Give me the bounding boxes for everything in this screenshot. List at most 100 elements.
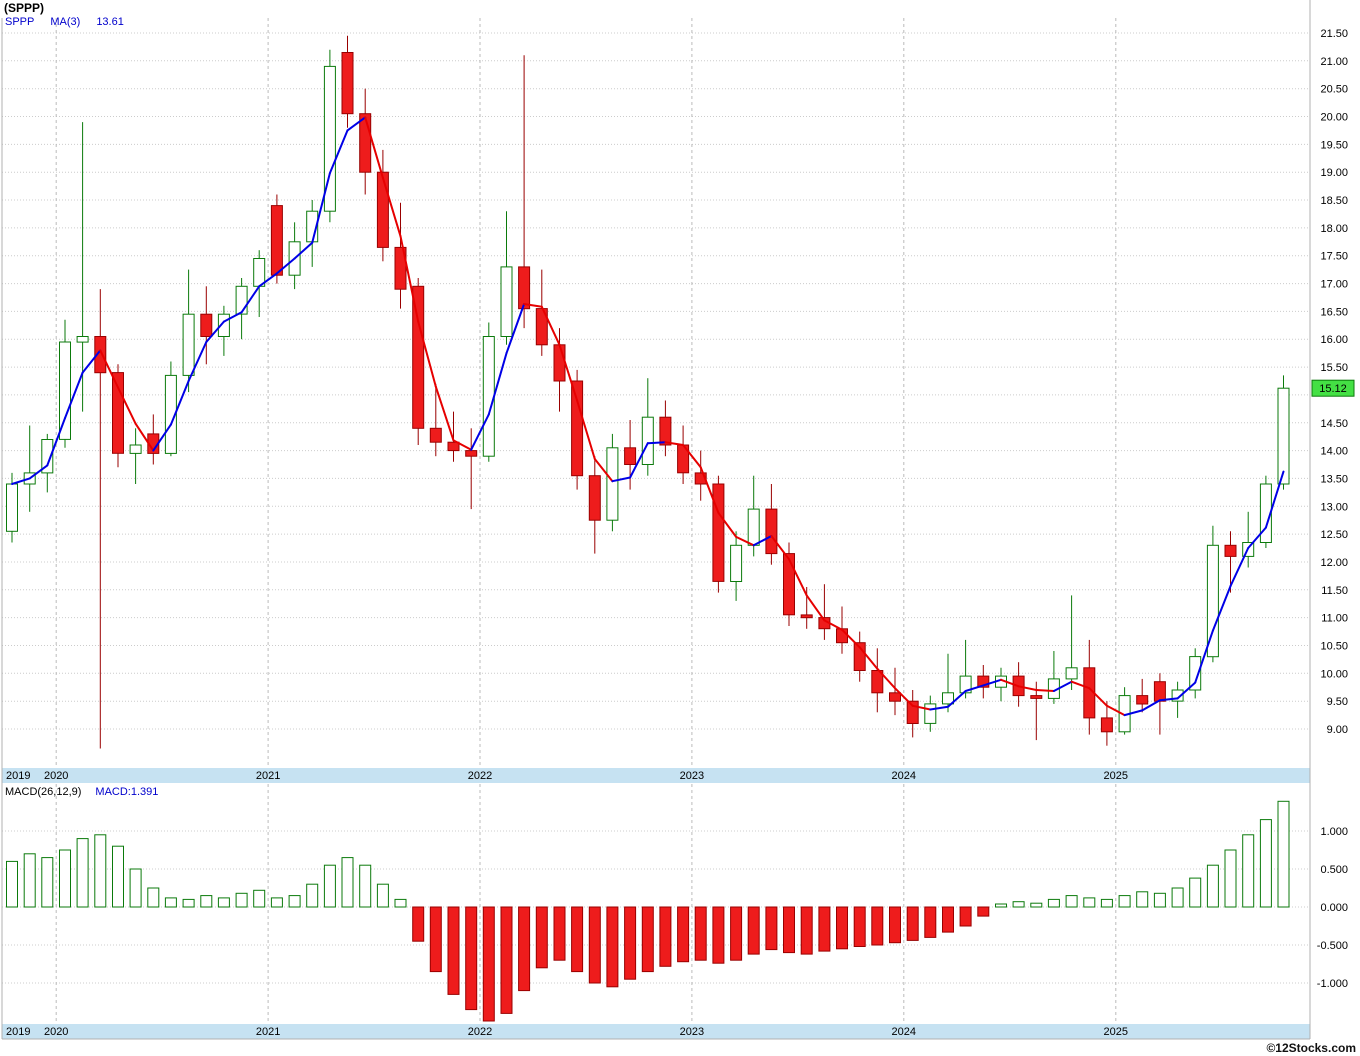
ma-segment <box>558 343 579 402</box>
year-label: 2021 <box>256 770 280 782</box>
macd-bar-positive <box>270 897 283 908</box>
macd-bar-positive <box>182 898 195 908</box>
ma-segment <box>611 476 632 483</box>
ma-segment <box>1088 687 1108 707</box>
candle-down <box>394 246 407 290</box>
candle-up <box>41 439 54 474</box>
macd-axis: 1.000 0.500 0.000 -0.500 -1.000 <box>1317 826 1348 990</box>
macd-legend: MACD(26,12,9) MACD:1.391 <box>5 786 158 798</box>
ma-segment <box>1035 689 1055 692</box>
candle-up <box>59 341 71 440</box>
candle-down <box>659 416 672 446</box>
year-band-top: 2019 2020 2021 2022 2023 2024 2025 <box>2 768 1310 783</box>
year-label: 2020 <box>44 1026 68 1038</box>
candle-down <box>518 266 531 310</box>
ma-segment <box>947 690 967 708</box>
macd-bar-positive <box>1259 819 1272 908</box>
year-label: 2025 <box>1104 770 1128 782</box>
macd-bar-negative <box>500 906 513 1014</box>
price-axis-label: 19.50 <box>1320 139 1348 151</box>
macd-bar-negative <box>641 906 654 973</box>
price-axis-label: 14.00 <box>1320 446 1348 458</box>
macd-bar-negative <box>677 906 690 963</box>
macd-bar-positive <box>1083 897 1096 908</box>
macd-bar-positive <box>1189 877 1202 908</box>
candle-down <box>906 700 919 725</box>
macd-bar-negative <box>747 906 760 955</box>
macd-bar-positive <box>1224 849 1237 908</box>
ma-segment <box>11 477 31 485</box>
candle-down <box>412 285 425 429</box>
ma-segment <box>699 466 720 514</box>
macd-bar-negative <box>818 906 831 952</box>
candle-down <box>853 642 866 672</box>
candle-down <box>889 692 901 702</box>
ma-segment <box>293 241 314 260</box>
macd-bar-negative <box>535 906 548 969</box>
macd-bar-positive <box>1030 902 1043 908</box>
current-price-label: 15.12 <box>1319 383 1347 395</box>
ma-segment <box>841 628 861 649</box>
candle-up <box>323 65 336 212</box>
macd-bar-positive <box>1047 898 1060 908</box>
ma-segment <box>275 257 296 275</box>
chart-title: (SPPP) <box>4 1 45 15</box>
legend-ma-label: MA(3) <box>50 16 81 28</box>
year-band-bottom: 2019 2020 2021 2022 2023 2024 2025 <box>2 1024 1310 1039</box>
ma-segment <box>364 116 384 179</box>
ma-segment <box>152 423 172 452</box>
ma-segment <box>1158 697 1179 702</box>
year-band <box>2 768 1310 783</box>
year-label: 2023 <box>680 1026 704 1038</box>
macd-bar-negative <box>447 906 460 995</box>
macd-bar-negative <box>482 906 495 1022</box>
macd-bar-negative <box>659 906 672 967</box>
macd-bar-positive <box>1012 901 1025 908</box>
ma-segment <box>1052 680 1073 692</box>
price-axis-label: 20.00 <box>1320 112 1348 124</box>
ma-segment <box>770 535 790 561</box>
macd-bar-positive <box>394 898 407 908</box>
macd-bar-negative <box>942 906 954 933</box>
macd-bar-negative <box>712 906 725 964</box>
ma-segment <box>81 349 102 374</box>
macd-bar-positive <box>1136 891 1149 908</box>
macd-bar-negative <box>977 906 990 917</box>
macd-bar-positive <box>341 857 354 908</box>
candle-up <box>6 483 18 532</box>
macd-bar-positive <box>359 864 372 908</box>
candle-down <box>429 427 442 443</box>
macd-axis-label: -1.000 <box>1317 978 1348 990</box>
macd-bar-positive <box>41 857 54 908</box>
current-price-box <box>1311 379 1355 397</box>
price-axis-label: 10.50 <box>1320 641 1348 653</box>
macd-bar-positive <box>1206 864 1219 908</box>
candle-up <box>1171 689 1184 702</box>
ma-segment <box>505 303 526 355</box>
ma-segment <box>169 380 190 426</box>
ma-segment <box>46 417 66 467</box>
macd-bar-negative <box>906 906 919 941</box>
ma-line <box>11 116 1285 717</box>
candle-up <box>217 313 230 338</box>
macd-bar-positive <box>6 860 18 908</box>
ma-segment <box>823 619 843 631</box>
macd-bar-positive <box>1065 895 1078 908</box>
candle-up <box>253 258 266 287</box>
candle-down <box>977 675 990 688</box>
ma-segment <box>929 705 949 711</box>
candle-down <box>694 472 707 485</box>
candle-down <box>112 372 124 454</box>
macd-bar-positive <box>59 849 71 908</box>
ma-segment <box>487 352 508 416</box>
candle-up <box>606 447 619 521</box>
ma-segment <box>629 442 649 479</box>
candle-down <box>1030 695 1043 699</box>
candle-down <box>765 508 778 555</box>
chart-legend: SPPP MA(3) 13.61 <box>5 16 140 28</box>
candle-down <box>341 52 354 115</box>
candle-up <box>482 336 495 457</box>
year-band <box>2 1024 1310 1039</box>
ma-segment <box>911 704 932 711</box>
